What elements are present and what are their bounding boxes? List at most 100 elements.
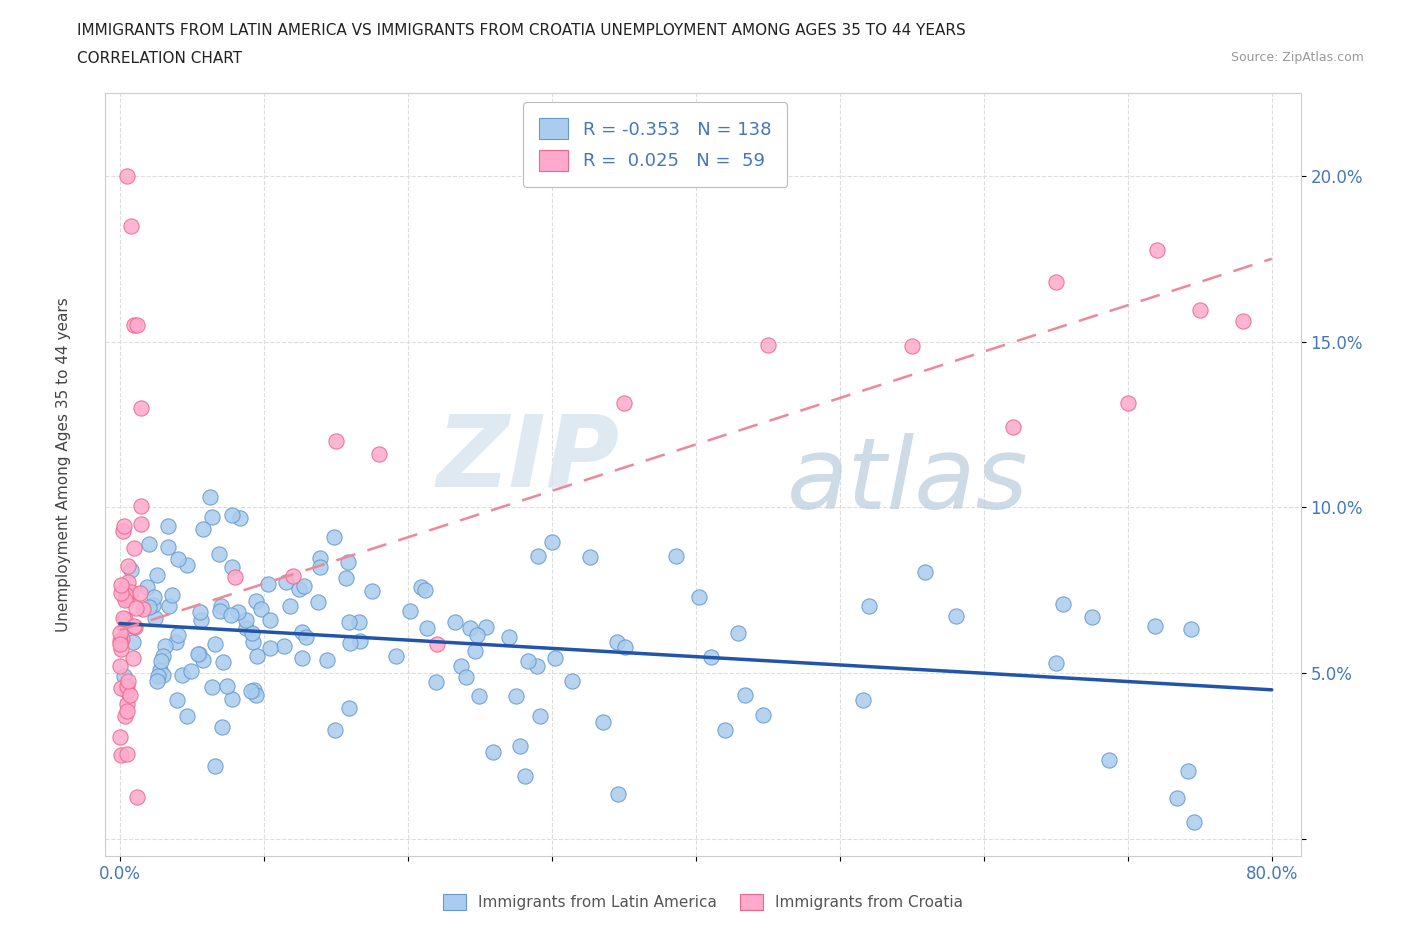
Point: [1146, 243, 1168, 258]
Point: [129, 498, 152, 513]
Point: [337, 554, 360, 569]
Point: [409, 579, 432, 594]
Point: [606, 634, 628, 649]
Point: [385, 648, 408, 663]
Point: [146, 567, 169, 582]
Point: [398, 604, 420, 618]
Point: [138, 600, 160, 615]
Point: [245, 594, 267, 609]
Point: [515, 768, 537, 783]
Point: [1177, 764, 1199, 778]
Point: [1045, 655, 1067, 670]
Point: [208, 547, 231, 562]
Point: [914, 565, 936, 579]
Point: [323, 723, 346, 737]
Point: [115, 591, 138, 606]
Point: [160, 587, 183, 602]
Point: [172, 668, 194, 683]
Legend: Immigrants from Latin America, Immigrants from Croatia: Immigrants from Latin America, Immigrant…: [436, 886, 970, 918]
Point: [110, 642, 132, 657]
Point: [425, 674, 447, 689]
Text: Unemployment Among Ages 35 to 44 years: Unemployment Among Ages 35 to 44 years: [56, 298, 70, 632]
Point: [180, 664, 202, 679]
Point: [132, 602, 155, 617]
Point: [110, 578, 132, 592]
Point: [543, 651, 565, 666]
Point: [688, 590, 710, 604]
Legend: R = -0.353   N = 138, R =  0.025   N =  59: R = -0.353 N = 138, R = 0.025 N = 59: [523, 102, 787, 187]
Point: [288, 582, 311, 597]
Point: [505, 689, 527, 704]
Point: [607, 786, 630, 801]
Point: [242, 634, 264, 649]
Point: [1188, 303, 1211, 318]
Point: [713, 723, 735, 737]
Point: [235, 613, 257, 628]
Point: [1098, 752, 1121, 767]
Point: [110, 681, 132, 696]
Point: [221, 508, 243, 523]
Point: [243, 683, 266, 698]
Point: [148, 669, 170, 684]
Point: [339, 700, 361, 715]
Point: [117, 558, 139, 573]
Point: [335, 571, 357, 586]
Point: [517, 654, 540, 669]
Point: [458, 620, 481, 635]
Point: [240, 684, 263, 698]
Point: [157, 519, 180, 534]
Point: [1180, 621, 1202, 636]
Point: [118, 687, 141, 702]
Point: [592, 715, 614, 730]
Point: [166, 693, 188, 708]
Point: [200, 489, 222, 504]
Point: [165, 634, 187, 649]
Point: [111, 631, 134, 646]
Point: [108, 637, 131, 652]
Point: [734, 687, 756, 702]
Point: [146, 673, 169, 688]
Text: ZIP: ZIP: [436, 410, 619, 508]
Point: [361, 583, 384, 598]
Point: [110, 658, 132, 673]
Point: [157, 599, 180, 614]
Point: [117, 679, 139, 694]
Point: [1052, 596, 1074, 611]
Point: [498, 630, 520, 644]
Point: [1045, 274, 1067, 289]
Point: [292, 578, 315, 593]
Point: [281, 569, 304, 584]
Point: [124, 619, 146, 634]
Point: [120, 585, 142, 600]
Point: [454, 670, 477, 684]
Point: [309, 551, 332, 565]
Point: [122, 318, 145, 333]
Text: Source: ZipAtlas.com: Source: ZipAtlas.com: [1230, 51, 1364, 64]
Point: [211, 719, 233, 734]
Point: [349, 634, 371, 649]
Point: [212, 655, 235, 670]
Point: [323, 529, 346, 544]
Point: [578, 550, 600, 565]
Point: [245, 688, 267, 703]
Point: [204, 759, 226, 774]
Point: [131, 401, 153, 416]
Point: [135, 579, 157, 594]
Point: [191, 653, 214, 668]
Point: [229, 511, 252, 525]
Point: [219, 607, 242, 622]
Point: [209, 598, 232, 613]
Point: [122, 634, 145, 649]
Point: [339, 635, 361, 650]
Point: [278, 599, 301, 614]
Point: [450, 658, 472, 673]
Point: [108, 634, 131, 649]
Text: atlas: atlas: [787, 433, 1028, 530]
Point: [120, 563, 142, 578]
Point: [1232, 313, 1254, 328]
Point: [945, 608, 967, 623]
Point: [291, 625, 314, 640]
Point: [416, 621, 439, 636]
Point: [114, 592, 136, 607]
Point: [368, 446, 391, 461]
